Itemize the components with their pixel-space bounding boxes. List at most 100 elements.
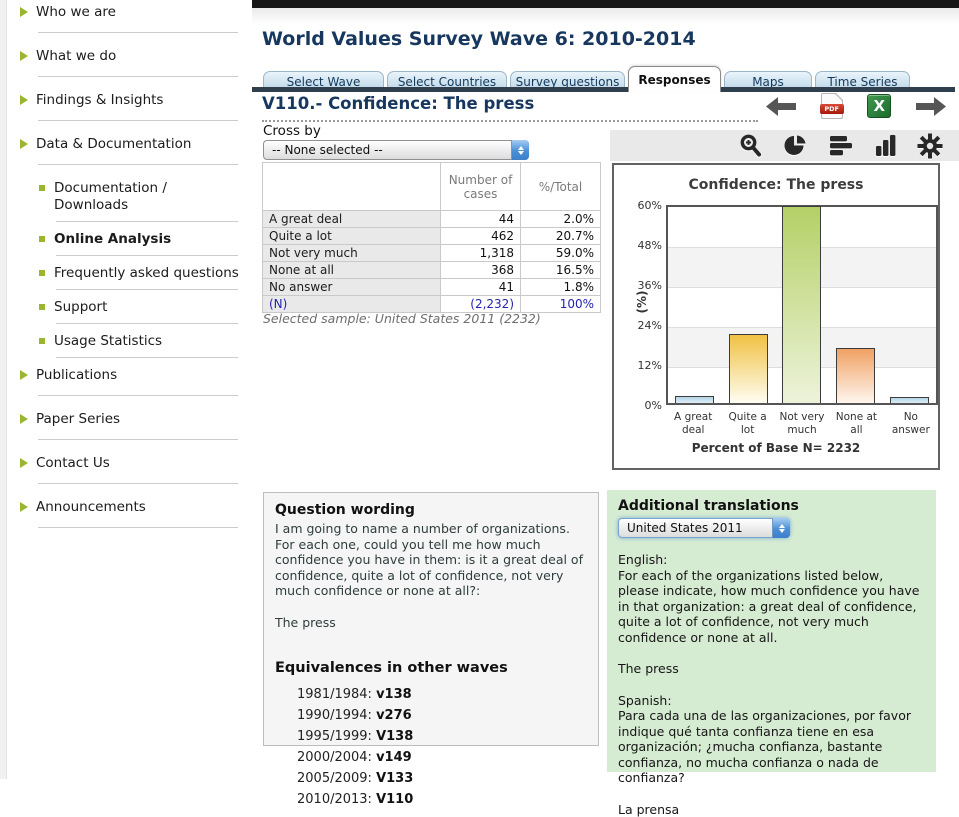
divider	[38, 164, 238, 165]
next-question-icon[interactable]	[916, 97, 946, 116]
chart-toolbar	[610, 130, 959, 161]
equivalence-row: 2005/2009: V133	[297, 768, 587, 789]
sidebar-item-findings-insights[interactable]: Findings & Insights	[8, 92, 250, 121]
table-row: A great deal 44 2.0%	[263, 211, 601, 228]
square-bullet-icon	[39, 236, 45, 242]
table-row: No answer 41 1.8%	[263, 279, 601, 296]
bar-not-very-much[interactable]	[782, 206, 821, 403]
question-wording-heading: Question wording	[275, 502, 587, 518]
sidebar: Who we are What we do Findings & Insight…	[8, 4, 250, 543]
bar-a-great-deal[interactable]	[675, 396, 714, 403]
sidebar-item-what-we-do[interactable]: What we do	[8, 48, 250, 77]
divider	[56, 357, 238, 358]
tab-responses[interactable]: Responses	[628, 66, 721, 92]
divider	[38, 120, 238, 121]
divider	[38, 395, 238, 396]
sidebar-item-documentation-downloads[interactable]: Documentation / Downloads	[8, 180, 250, 222]
export-pdf-icon[interactable]: PDF	[821, 93, 843, 119]
arrow-bullet-icon	[20, 458, 28, 468]
sidebar-item-online-analysis[interactable]: Online Analysis	[8, 231, 250, 256]
table-row: Not very much 1,318 59.0%	[263, 245, 601, 262]
translation-english-body: For each of the organizations listed bel…	[618, 568, 925, 646]
table-total-row: (N) (2,232) 100%	[263, 296, 601, 313]
sidebar-item-faq[interactable]: Frequently asked questions	[8, 265, 250, 290]
y-tick: 12%	[620, 359, 662, 372]
sidebar-item-data-documentation[interactable]: Data & Documentation	[8, 136, 250, 165]
sidebar-item-usage-statistics[interactable]: Usage Statistics	[8, 333, 250, 358]
bar-none-at-all[interactable]	[836, 348, 875, 403]
top-black-bar	[252, 0, 959, 8]
page-left-edge	[0, 0, 7, 779]
sidebar-item-announcements[interactable]: Announcements	[8, 499, 250, 528]
pie-chart-icon[interactable]	[782, 133, 808, 159]
arrow-bullet-icon	[20, 139, 28, 149]
y-tick: 48%	[620, 239, 662, 252]
square-bullet-icon	[39, 304, 45, 310]
divider	[56, 221, 238, 222]
previous-question-icon[interactable]	[766, 97, 796, 116]
table-row: Quite a lot 462 20.7%	[263, 228, 601, 245]
square-bullet-icon	[39, 270, 45, 276]
question-wording-item: The press	[275, 615, 587, 630]
sidebar-item-publications[interactable]: Publications	[8, 367, 250, 396]
cross-by-label: Cross by	[263, 123, 321, 139]
cross-by-select[interactable]: -- None selected --	[263, 140, 529, 160]
equivalence-row: 2000/2004: v149	[297, 747, 587, 768]
frequency-table: Number of cases %/Total A great deal 44 …	[262, 162, 601, 313]
equivalence-row: 1995/1999: V138	[297, 726, 587, 747]
divider	[38, 439, 238, 440]
sidebar-item-who-we-are[interactable]: Who we are	[8, 4, 250, 33]
export-excel-icon[interactable]: X	[867, 94, 891, 118]
divider	[38, 527, 238, 528]
translation-spanish-label: Spanish:	[618, 693, 925, 709]
square-bullet-icon	[39, 338, 45, 344]
y-tick: 24%	[620, 319, 662, 332]
divider	[56, 323, 238, 324]
equivalences-heading: Equivalences in other waves	[275, 660, 587, 676]
y-tick: 36%	[620, 279, 662, 292]
arrow-bullet-icon	[20, 370, 28, 380]
equivalence-row: 2010/2013: V110	[297, 789, 587, 810]
col-header-pct: %/Total	[521, 163, 601, 211]
question-wording-body: I am going to name a number of organizat…	[275, 521, 587, 599]
page-title: World Values Survey Wave 6: 2010-2014	[262, 28, 696, 50]
divider	[56, 255, 238, 256]
bar-quite-a-lot[interactable]	[729, 334, 768, 403]
question-nav: PDF X	[766, 92, 946, 120]
divider	[38, 32, 238, 33]
chart-x-axis-label: Percent of Base N= 2232	[614, 441, 938, 455]
equivalence-row: 1981/1984: v138	[297, 684, 587, 705]
equivalence-row: 1990/1994: v276	[297, 705, 587, 726]
dropdown-stepper-icon	[772, 518, 790, 538]
bar-vertical-icon[interactable]	[872, 133, 898, 159]
square-bullet-icon	[39, 185, 45, 191]
chart-x-labels: A great deal Quite a lot Not very much N…	[666, 411, 938, 436]
arrow-bullet-icon	[20, 502, 28, 512]
chart-title: Confidence: The press	[614, 177, 938, 193]
arrow-bullet-icon	[20, 95, 28, 105]
settings-gear-icon[interactable]	[917, 133, 943, 159]
selected-sample-note: Selected sample: United States 2011 (223…	[263, 311, 541, 326]
sidebar-item-paper-series[interactable]: Paper Series	[8, 411, 250, 440]
question-wording-panel: Question wording I am going to name a nu…	[263, 492, 599, 746]
bar-chart: Confidence: The press (%) 60% 48% 36% 24…	[612, 163, 940, 470]
translation-english-label: English:	[618, 552, 925, 568]
sidebar-item-contact-us[interactable]: Contact Us	[8, 455, 250, 484]
arrow-bullet-icon	[20, 7, 28, 17]
translation-spanish-item: La prensa	[618, 802, 925, 817]
zoom-icon[interactable]	[737, 133, 763, 159]
sidebar-item-support[interactable]: Support	[8, 299, 250, 324]
translation-english-item: The press	[618, 661, 925, 677]
question-title: V110.- Confidence: The press	[262, 94, 758, 122]
arrow-bullet-icon	[20, 414, 28, 424]
additional-translations-panel: Additional translations United States 20…	[607, 490, 936, 772]
y-tick: 0%	[620, 399, 662, 412]
col-header-cases: Number of cases	[441, 163, 521, 211]
translations-heading: Additional translations	[618, 498, 925, 514]
table-row: None at all 368 16.5%	[263, 262, 601, 279]
bar-horizontal-icon[interactable]	[827, 133, 853, 159]
translation-sample-select[interactable]: United States 2011	[618, 518, 790, 538]
divider	[38, 483, 238, 484]
divider	[38, 76, 238, 77]
bar-no-answer[interactable]	[890, 397, 929, 403]
